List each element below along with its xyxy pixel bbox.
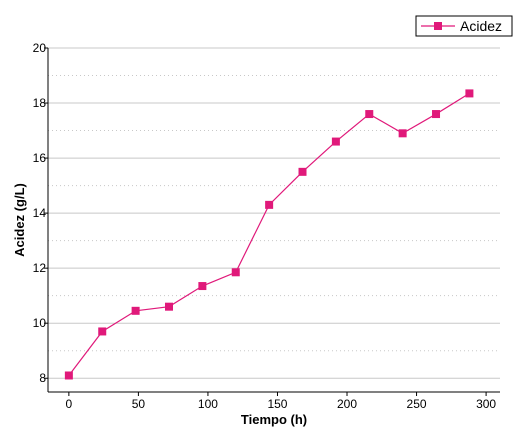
data-point <box>298 167 307 176</box>
x-tick-label: 250 <box>407 397 427 411</box>
data-point <box>432 110 441 119</box>
y-tick-label: 18 <box>33 96 47 110</box>
data-point <box>64 371 73 380</box>
y-tick-label: 20 <box>33 41 47 55</box>
data-point <box>398 129 407 138</box>
legend-series-marker <box>434 22 442 30</box>
legend: Acidez <box>415 15 513 37</box>
x-tick-label: 0 <box>66 397 73 411</box>
data-point <box>231 268 240 277</box>
x-tick-labels: 0 50 100 150 200 250 300 <box>66 392 496 411</box>
data-point <box>331 137 340 146</box>
data-point <box>365 110 374 119</box>
y-tick-label: 10 <box>33 316 47 330</box>
legend-series-label: Acidez <box>460 18 502 34</box>
legend-box <box>415 15 513 37</box>
data-point <box>164 302 173 311</box>
series-layer <box>64 89 474 380</box>
x-tick-label: 200 <box>337 397 357 411</box>
y-tick-label: 16 <box>33 151 47 165</box>
data-point <box>265 200 274 209</box>
data-point <box>131 306 140 315</box>
grid <box>48 47 500 379</box>
axes <box>47 48 500 393</box>
data-point <box>465 89 474 98</box>
x-tick-label: 300 <box>476 397 496 411</box>
x-tick-label: 50 <box>132 397 146 411</box>
x-tick-label: 150 <box>267 397 287 411</box>
x-axis-title: Tiempo (h) <box>241 412 307 427</box>
data-point <box>198 282 207 291</box>
y-tick-label: 14 <box>33 206 47 220</box>
x-tick-label: 100 <box>198 397 218 411</box>
y-tick-label: 8 <box>39 371 46 385</box>
series-line <box>68 92 470 376</box>
y-axis-title: Acidez (g/L) <box>12 183 27 257</box>
data-point <box>98 327 107 336</box>
y-tick-label: 12 <box>33 261 47 275</box>
y-tick-labels: 8 10 12 14 16 18 20 <box>33 41 48 385</box>
